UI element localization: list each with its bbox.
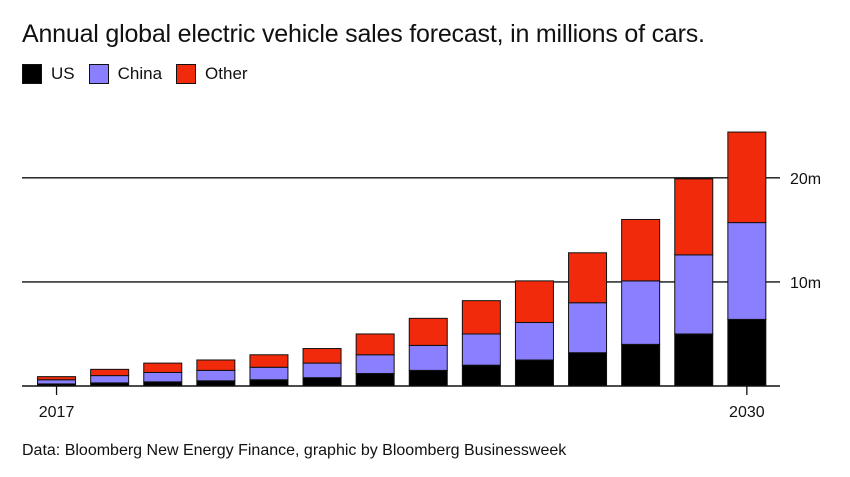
bar-2022-china	[302, 362, 342, 379]
bar-2020-other	[196, 359, 236, 371]
bar-2020-china	[196, 369, 236, 382]
legend-label-us: US	[51, 64, 75, 83]
legend-swatch-us	[22, 64, 42, 84]
legend-label-china: China	[117, 64, 163, 83]
bar-2023-china	[355, 354, 395, 375]
bar-2024-other	[408, 317, 448, 346]
bar-2022-us	[302, 377, 342, 387]
bar-2029-other	[674, 178, 714, 256]
bar-2017-other	[37, 376, 77, 381]
legend-label-other: Other	[205, 64, 248, 83]
y-tick-label-20m: 20m	[790, 171, 821, 188]
bar-2027-china	[568, 302, 608, 354]
bar-2019-china	[143, 371, 183, 383]
legend: US China Other	[22, 64, 262, 84]
legend-swatch-other	[176, 64, 197, 84]
bar-2018-china	[90, 375, 130, 384]
bar-2030-other	[727, 131, 767, 224]
legend-swatch-china	[88, 64, 109, 84]
bar-2024-china	[408, 344, 448, 371]
bar-2023-other	[355, 333, 395, 356]
source-note: Data: Bloomberg New Energy Finance, grap…	[22, 442, 567, 459]
chart-title: Annual global electric vehicle sales for…	[22, 20, 705, 48]
bar-2021-china	[249, 366, 289, 381]
bar-2021-us	[249, 379, 289, 387]
bar-2027-us	[568, 352, 608, 387]
bar-2021-other	[249, 354, 289, 368]
bar-2018-other	[90, 368, 130, 377]
bar-2029-us	[674, 333, 714, 387]
x-tick-label-2030: 2030	[729, 404, 765, 421]
y-tick-label-10m: 10m	[790, 275, 821, 292]
bar-2017-china	[37, 379, 77, 385]
bar-2029-china	[674, 254, 714, 335]
bar-2030-china	[727, 222, 767, 320]
bar-2026-china	[514, 322, 554, 361]
bar-2025-other	[461, 300, 501, 335]
bar-2026-us	[514, 359, 554, 387]
bar-2028-other	[621, 218, 661, 282]
bar-2023-us	[355, 373, 395, 387]
bar-2025-china	[461, 333, 501, 366]
legend-item-china: China	[88, 64, 163, 84]
bar-2027-other	[568, 252, 608, 304]
bar-2026-other	[514, 280, 554, 324]
bar-2019-other	[143, 362, 183, 373]
bar-2028-china	[621, 280, 661, 345]
bar-2024-us	[408, 369, 448, 387]
bar-2022-other	[302, 348, 342, 364]
legend-item-other: Other	[176, 64, 248, 84]
bar-2028-us	[621, 343, 661, 387]
bar-2030-us	[727, 318, 767, 387]
x-tick-label-2017: 2017	[39, 404, 75, 421]
legend-item-us: US	[22, 64, 75, 84]
bar-2025-us	[461, 364, 501, 387]
